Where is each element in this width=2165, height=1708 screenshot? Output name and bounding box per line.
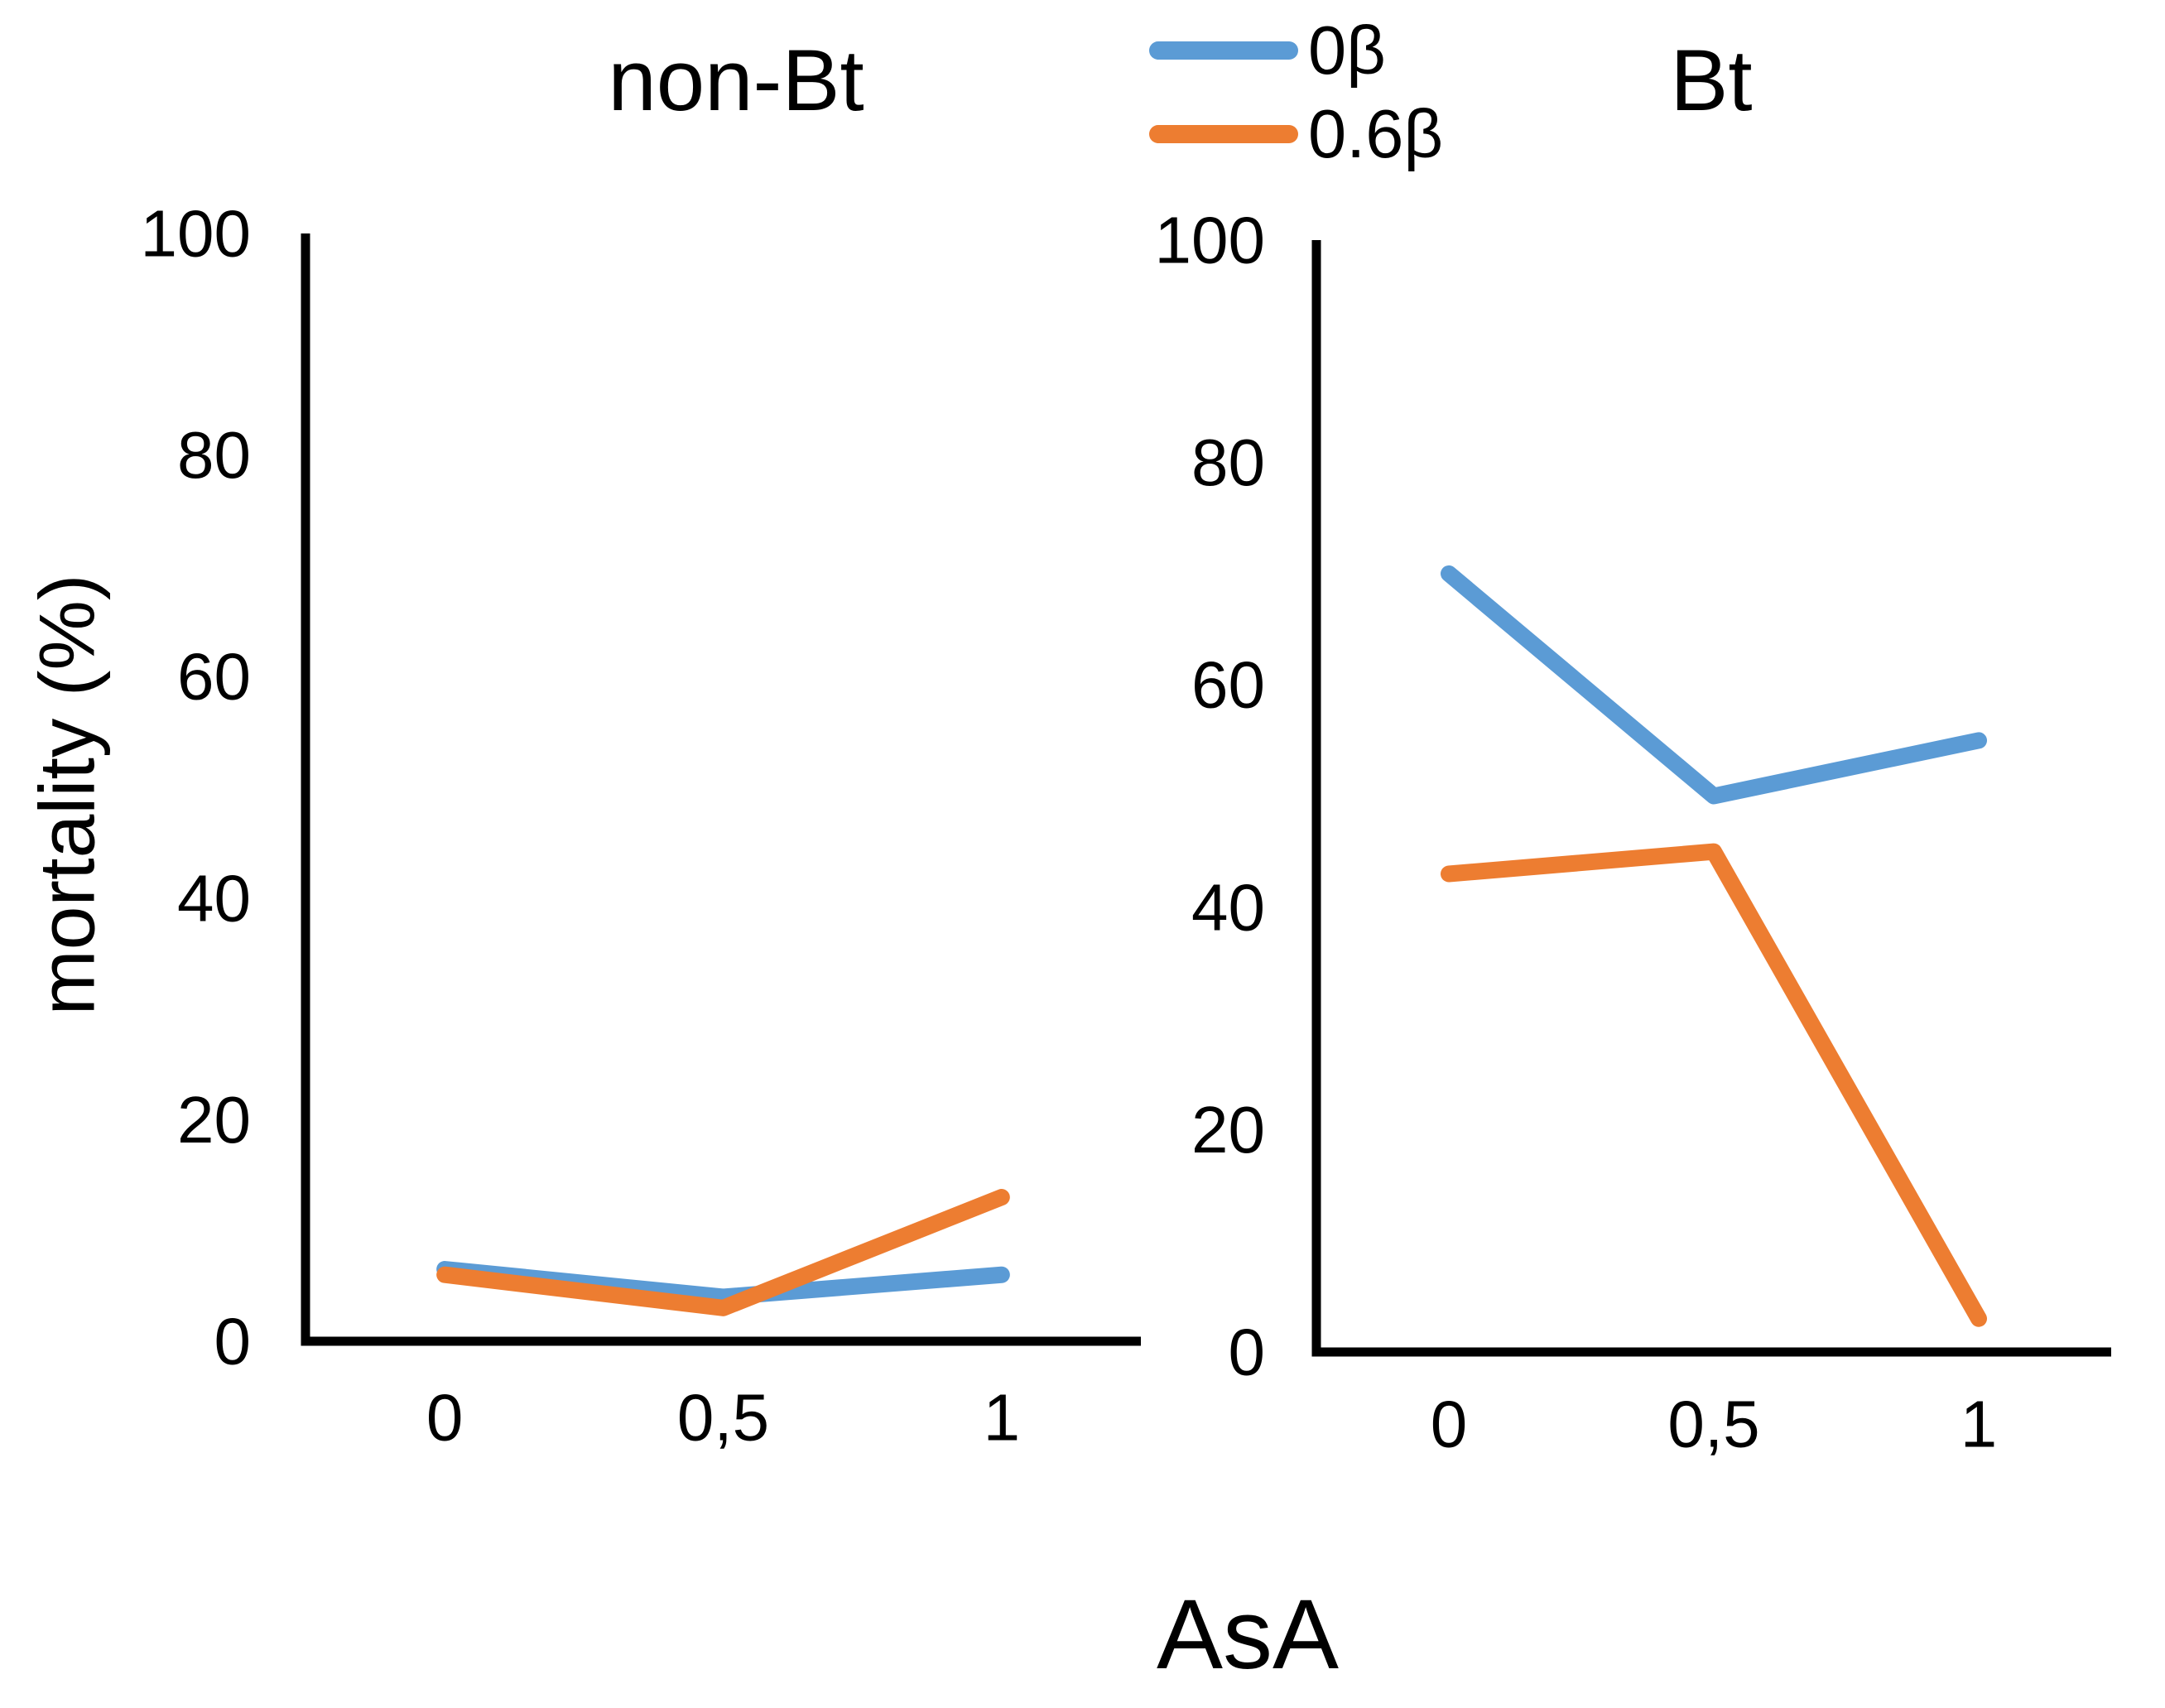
- chart-title-bt: Bt: [1670, 32, 1753, 129]
- y-tick-label: 20: [1191, 1093, 1265, 1167]
- y-tick-label: 100: [1155, 204, 1265, 277]
- chart-non-bt: 0 20 40 60 80 100 0 0,5 1: [141, 197, 1141, 1455]
- chart-bt: 0 20 40 60 80 100 0 0,5 1: [1155, 204, 2111, 1461]
- y-tick-label: 60: [177, 640, 251, 714]
- y-tick-label: 60: [1191, 648, 1265, 722]
- x-tick-label: 0: [426, 1381, 464, 1455]
- legend-swatch-blue: [1149, 41, 1298, 60]
- x-tick-label: 0,5: [1667, 1388, 1759, 1461]
- y-tick-label: 20: [177, 1083, 251, 1157]
- series-line-0.6β: [1441, 843, 1987, 1327]
- legend-label-06beta: 0.6β: [1308, 95, 1444, 172]
- y-tick-label: 100: [141, 197, 251, 271]
- legend: 0β 0.6β: [1149, 8, 1443, 176]
- x-tick-label: 0,5: [677, 1381, 769, 1455]
- legend-label-0beta: 0β: [1308, 12, 1386, 89]
- x-tick-label: 1: [984, 1381, 1021, 1455]
- legend-swatch-orange: [1149, 124, 1298, 143]
- axis-line: [301, 233, 1141, 1346]
- y-tick-label: 40: [1191, 870, 1265, 944]
- x-axis-title: AsA: [1156, 1579, 1340, 1690]
- y-tick-label: 0: [1229, 1316, 1266, 1389]
- y-tick-label: 80: [1191, 426, 1265, 499]
- y-tick-label: 0: [214, 1305, 252, 1378]
- series-line-0β: [1441, 565, 1987, 805]
- x-tick-label: 1: [1961, 1388, 1998, 1461]
- legend-item-0beta: 0β: [1149, 8, 1443, 92]
- chart-title-non-bt: non-Bt: [608, 32, 864, 129]
- legend-item-06beta: 0.6β: [1149, 92, 1443, 176]
- axis-line: [1311, 240, 2111, 1357]
- series-line-0.6β: [436, 1189, 1010, 1316]
- y-tick-label: 40: [177, 861, 251, 935]
- x-tick-label: 0: [1431, 1388, 1468, 1461]
- y-tick-label: 80: [177, 418, 251, 492]
